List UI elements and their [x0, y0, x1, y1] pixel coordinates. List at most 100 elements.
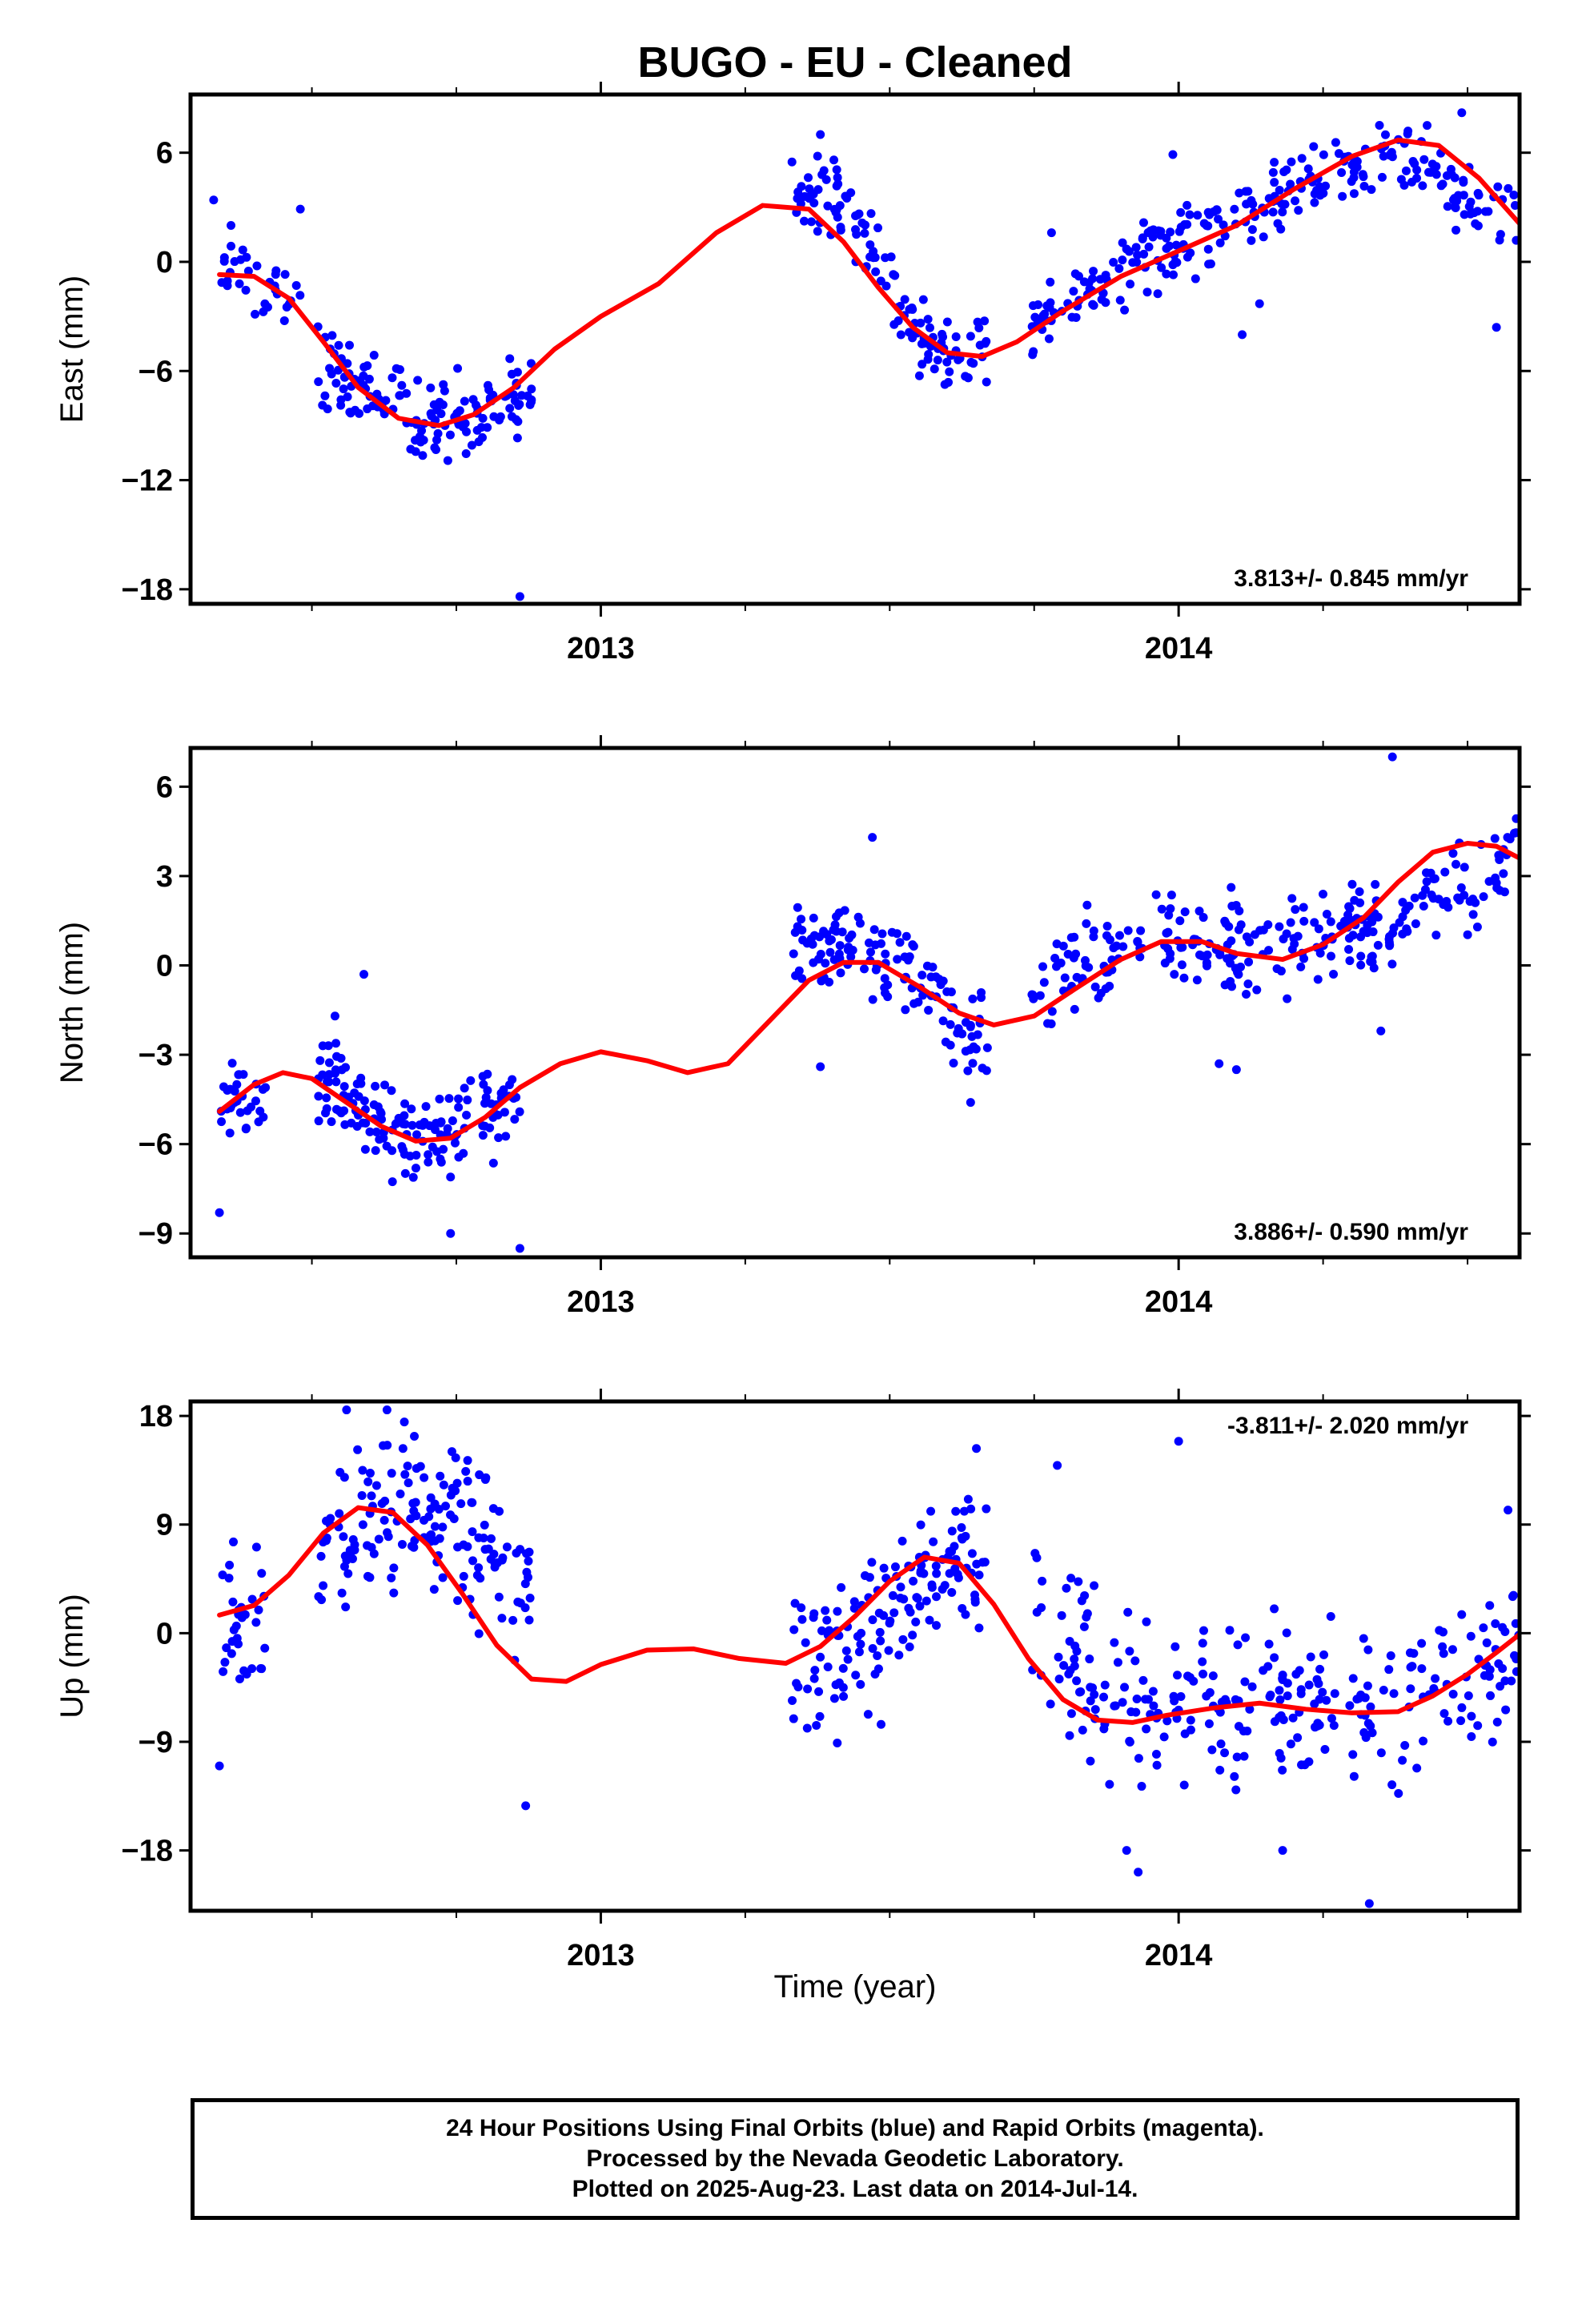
- data-point: [829, 204, 839, 214]
- data-point: [358, 1466, 367, 1475]
- data-point: [1331, 138, 1340, 147]
- data-point: [1439, 1649, 1448, 1659]
- data-point: [1396, 175, 1406, 184]
- data-point: [1418, 891, 1427, 900]
- data-point: [1419, 155, 1429, 164]
- data-point: [1204, 259, 1214, 269]
- data-point: [950, 1564, 960, 1574]
- data-point: [341, 1602, 351, 1612]
- east-panel: 6 0 −6 −12 −18 2013 2014 East (mm) 3.813+/- 0.84…: [54, 82, 1531, 665]
- data-point: [1359, 1634, 1368, 1643]
- data-point: [966, 1022, 975, 1031]
- data-point: [435, 397, 444, 407]
- data-point: [1296, 1685, 1306, 1695]
- data-point: [1363, 1681, 1372, 1691]
- data-point: [1063, 950, 1073, 959]
- y-tick-label: 6: [156, 137, 173, 171]
- data-point: [1088, 300, 1098, 309]
- data-point: [1367, 951, 1377, 961]
- data-point: [1070, 1661, 1079, 1671]
- data-point: [1417, 1638, 1427, 1648]
- data-point: [1412, 1763, 1422, 1773]
- data-point: [889, 320, 899, 329]
- data-point: [1242, 932, 1251, 942]
- data-point: [1400, 1741, 1410, 1751]
- data-point: [835, 941, 845, 951]
- outlier-point: [1168, 150, 1178, 159]
- data-point: [1047, 1007, 1057, 1016]
- data-point: [1460, 891, 1469, 900]
- data-point: [324, 1058, 334, 1068]
- data-point: [1371, 879, 1380, 889]
- data-point: [235, 1108, 245, 1117]
- data-point: [890, 271, 900, 280]
- y-tick-label: 9: [156, 1509, 173, 1542]
- data-point: [1315, 1664, 1325, 1674]
- data-point: [1394, 1789, 1403, 1799]
- data-point: [1203, 244, 1213, 254]
- data-point: [1099, 1692, 1109, 1702]
- y-tick-label: −6: [139, 1128, 173, 1162]
- data-point: [340, 1120, 350, 1129]
- data-point: [314, 1092, 323, 1101]
- data-point: [900, 952, 909, 962]
- data-point: [895, 938, 905, 947]
- y-tick-label: 0: [156, 950, 173, 983]
- data-point: [865, 1573, 874, 1582]
- data-point: [461, 1466, 471, 1476]
- y-tick-label: −18: [122, 573, 173, 607]
- data-point: [1291, 196, 1300, 206]
- data-point: [877, 929, 887, 939]
- data-point: [1136, 926, 1146, 935]
- data-point: [865, 240, 875, 250]
- data-point: [1133, 250, 1142, 259]
- data-point: [1086, 1683, 1095, 1692]
- data-point: [363, 1571, 372, 1581]
- data-point: [936, 980, 946, 990]
- data-point: [809, 958, 818, 967]
- data-point: [1279, 935, 1288, 944]
- data-point: [905, 1642, 914, 1652]
- data-point: [230, 257, 239, 267]
- data-point: [1180, 907, 1190, 917]
- data-point: [515, 1107, 524, 1116]
- data-point: [1215, 1765, 1225, 1775]
- data-point: [225, 1560, 235, 1570]
- data-point: [467, 440, 476, 450]
- data-point: [1152, 1760, 1162, 1770]
- data-point: [1208, 1671, 1218, 1681]
- outlier-point: [1174, 1437, 1183, 1446]
- data-point: [490, 1562, 500, 1572]
- data-point: [1426, 167, 1435, 177]
- data-point: [1159, 1732, 1169, 1742]
- data-point: [1215, 949, 1225, 959]
- data-point: [1165, 241, 1174, 251]
- data-point: [1310, 1699, 1319, 1709]
- data-point: [837, 1582, 846, 1592]
- data-point: [1495, 886, 1504, 895]
- data-point: [389, 1563, 399, 1573]
- data-point: [1038, 1576, 1047, 1586]
- data-point: [315, 1055, 325, 1065]
- data-point: [836, 968, 845, 978]
- data-point: [223, 276, 232, 286]
- data-point: [1496, 1682, 1505, 1691]
- data-point: [833, 1738, 842, 1747]
- data-point: [945, 1546, 954, 1556]
- data-point: [813, 227, 822, 236]
- data-point: [977, 993, 986, 1003]
- data-point: [453, 1596, 463, 1606]
- data-point: [1270, 178, 1279, 187]
- data-point: [966, 1504, 976, 1514]
- data-point: [1344, 944, 1354, 954]
- data-point: [1375, 120, 1384, 130]
- data-point: [1385, 931, 1395, 941]
- data-point: [1466, 1631, 1476, 1641]
- data-point: [833, 212, 842, 222]
- data-point: [359, 1096, 369, 1106]
- data-point: [1348, 931, 1358, 940]
- data-point: [1463, 930, 1472, 939]
- data-point: [1199, 913, 1208, 923]
- data-point: [1429, 875, 1439, 884]
- outlier-point: [515, 592, 524, 601]
